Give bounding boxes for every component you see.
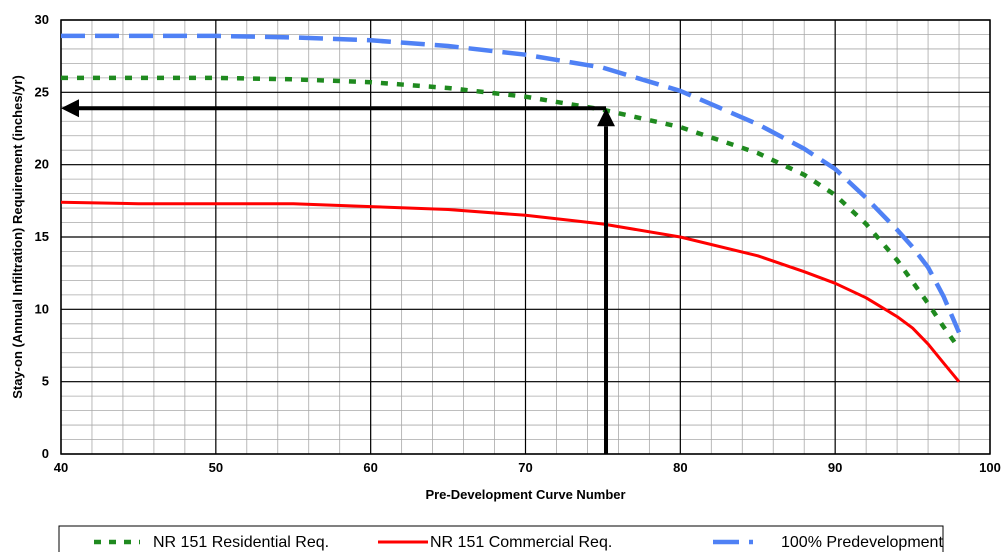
x-tick-label: 50 [209, 460, 223, 475]
legend-label-residential: NR 151 Residential Req. [153, 534, 329, 551]
annotation-arrow-head [597, 108, 616, 127]
series-line-0 [61, 75, 961, 350]
x-tick-label: 70 [518, 460, 532, 475]
y-tick-label: 10 [35, 301, 49, 316]
y-tick-label: 25 [35, 84, 49, 99]
series-layer [60, 33, 962, 383]
series-line-2 [61, 33, 962, 334]
annotation-arrow-head [61, 99, 79, 118]
legend-label-commercial: NR 151 Commercial Req. [430, 534, 612, 551]
x-tick-labels: 40 50 60 70 80 90 100 [54, 460, 1001, 475]
y-tick-label: 30 [35, 12, 49, 27]
legend-box [58, 525, 944, 552]
legend-label-predevelopment: 100% Predevelopment [781, 534, 943, 551]
y-tick-label: 20 [35, 157, 49, 172]
annotation-layer [61, 99, 616, 454]
y-tick-label: 5 [42, 374, 49, 389]
legend: NR 151 Residential Req. NR 151 Commercia… [58, 525, 944, 552]
x-tick-label: 90 [828, 460, 842, 475]
x-tick-label: 40 [54, 460, 68, 475]
plot-frame [60, 19, 991, 455]
y-tick-labels: 0 5 10 15 20 25 30 [35, 12, 49, 461]
y-tick-label: 15 [35, 229, 49, 244]
y-tick-label: 0 [42, 446, 49, 461]
x-axis-title: Pre-Development Curve Number [425, 487, 625, 502]
x-tick-label: 100 [979, 460, 1001, 475]
series-line-1 [60, 200, 961, 383]
y-axis-title: Stay-on (Annual Infiltration) Requiremen… [10, 75, 25, 399]
x-tick-label: 80 [673, 460, 687, 475]
x-tick-label: 60 [363, 460, 377, 475]
